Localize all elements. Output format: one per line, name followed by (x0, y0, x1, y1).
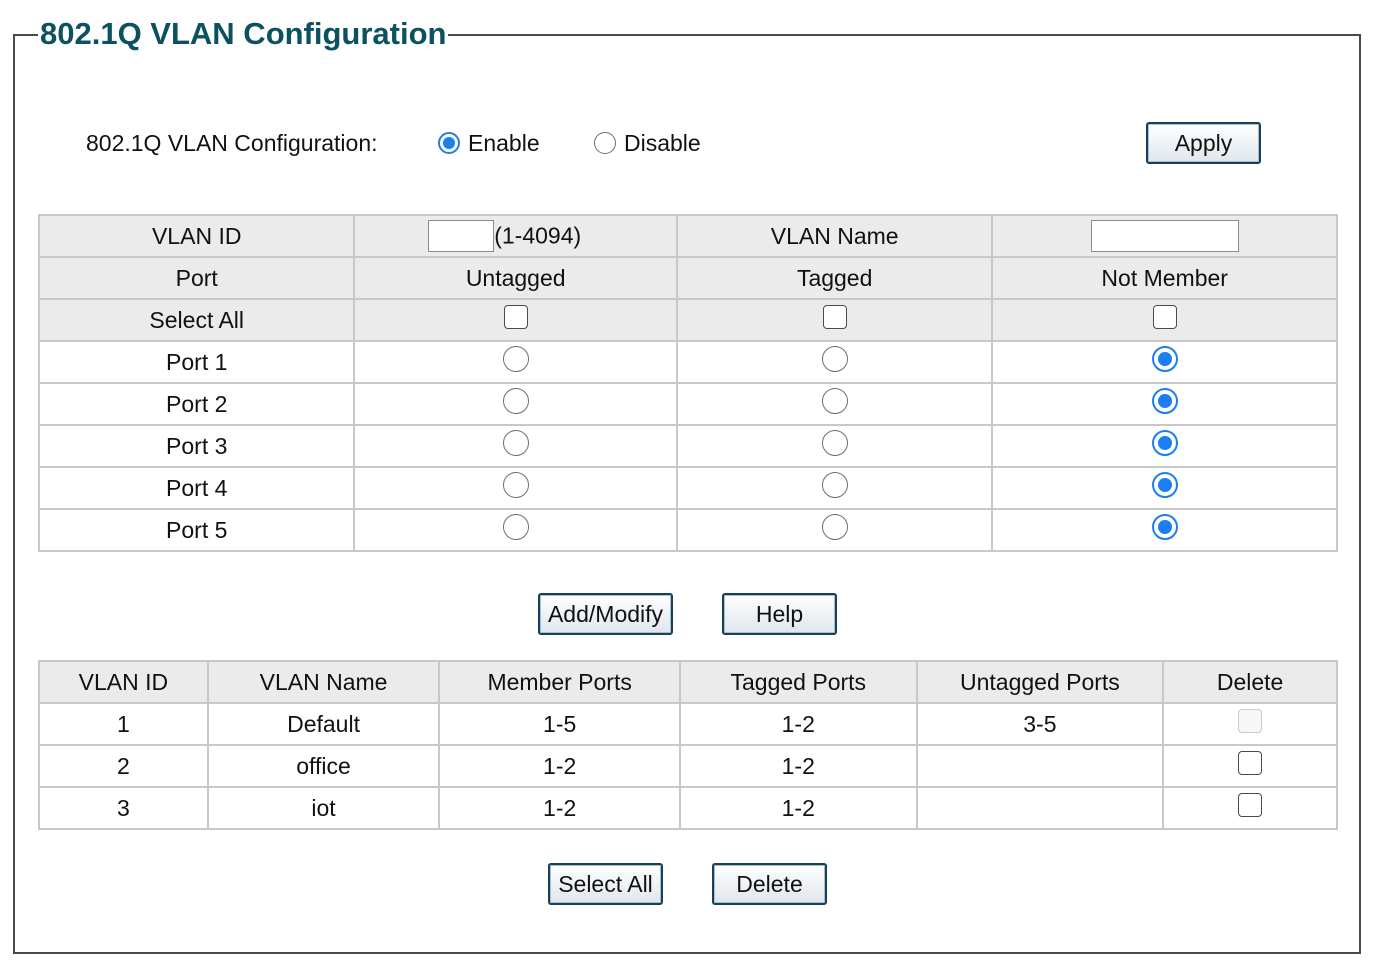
port-1-not-member-radio[interactable] (1151, 346, 1178, 372)
column-header: Member Ports (438, 660, 681, 704)
vlan-name-input[interactable] (1090, 220, 1239, 252)
port-4-tagged-radio[interactable] (821, 472, 848, 498)
delete-button[interactable]: Delete (712, 863, 827, 905)
port-row: Port 5 (37, 508, 1338, 552)
port-5-tagged-radio[interactable] (821, 514, 848, 540)
port-2-tagged-radio[interactable] (821, 388, 848, 414)
disable-radio[interactable] (594, 132, 616, 154)
vlan-name-cell: office (206, 744, 441, 788)
port-3-tagged-radio[interactable] (821, 430, 848, 456)
select-all-tagged-checkbox[interactable] (822, 305, 847, 329)
header-untagged: Untagged (353, 256, 678, 300)
port-label: Port 1 (37, 340, 356, 384)
vlan-id-label: VLAN ID (37, 214, 356, 258)
select-all-label: Select All (37, 298, 356, 342)
column-header: Tagged Ports (678, 660, 918, 704)
enable-label: Enable (468, 130, 540, 156)
port-row: Port 3 (37, 424, 1338, 468)
column-header: VLAN ID (38, 660, 209, 704)
port-label: Port 3 (37, 424, 356, 468)
disable-option[interactable]: Disable (594, 128, 701, 158)
port-2-untagged-radio[interactable] (502, 388, 529, 414)
add-modify-button[interactable]: Add/Modify (538, 593, 673, 635)
port-label: Port 2 (37, 382, 356, 426)
help-button[interactable]: Help (722, 593, 837, 635)
column-header: Untagged Ports (915, 660, 1165, 704)
table-row: 2 office 1-2 1-2 (38, 744, 1338, 788)
header-not-member: Not Member (991, 256, 1338, 300)
disable-label: Disable (624, 130, 701, 156)
port-row: Port 4 (37, 466, 1338, 510)
port-row: Port 2 (37, 382, 1338, 426)
member-ports-cell: 1-2 (438, 744, 681, 788)
column-header: Delete (1162, 660, 1338, 704)
member-ports-cell: 1-5 (438, 702, 681, 746)
header-port: Port (37, 256, 356, 300)
vlan-list-header-row: VLAN ID VLAN Name Member Ports Tagged Po… (38, 660, 1338, 704)
vlan-id-input[interactable] (428, 220, 495, 252)
port-5-not-member-radio[interactable] (1151, 514, 1178, 540)
apply-button[interactable]: Apply (1146, 122, 1261, 164)
vlan-name-cell: iot (206, 786, 441, 830)
vlan-id-cell: 2 (38, 744, 209, 788)
port-1-untagged-radio[interactable] (502, 346, 529, 372)
vlan-name-cell: Default (206, 702, 441, 746)
delete-checkbox[interactable] (1238, 793, 1263, 817)
select-all-row: Select All (37, 298, 1338, 342)
vlan-id-cell: 3 (38, 786, 209, 830)
port-label: Port 4 (37, 466, 356, 510)
vlan-id-cell: 1 (38, 702, 209, 746)
port-5-untagged-radio[interactable] (502, 514, 529, 540)
port-3-untagged-radio[interactable] (502, 430, 529, 456)
column-header: VLAN Name (206, 660, 441, 704)
delete-checkbox[interactable] (1238, 751, 1263, 775)
port-3-not-member-radio[interactable] (1151, 430, 1178, 456)
enable-option[interactable]: Enable (438, 128, 540, 158)
untagged-ports-cell (915, 744, 1165, 788)
select-all-not-member-checkbox[interactable] (1152, 305, 1177, 329)
untagged-ports-cell (915, 786, 1165, 830)
select-all-untagged-checkbox[interactable] (503, 305, 528, 329)
port-2-not-member-radio[interactable] (1151, 388, 1178, 414)
tagged-ports-cell: 1-2 (678, 744, 918, 788)
vlan-name-label: VLAN Name (675, 214, 994, 258)
port-label: Port 5 (37, 508, 356, 552)
vlan-id-row: VLAN ID (1-4094) VLAN Name (37, 214, 1338, 258)
enable-radio[interactable] (438, 132, 460, 154)
select-all-button[interactable]: Select All (548, 863, 663, 905)
table-row: 3 iot 1-2 1-2 (38, 786, 1338, 830)
port-4-not-member-radio[interactable] (1151, 472, 1178, 498)
table-row: 1 Default 1-5 1-2 3-5 (38, 702, 1338, 746)
vlan-form-table: VLAN ID (1-4094) VLAN Name Port Untagged… (37, 214, 1338, 552)
vlan-list-table: VLAN ID VLAN Name Member Ports Tagged Po… (38, 660, 1338, 830)
untagged-ports-cell: 3-5 (915, 702, 1165, 746)
vlan-name-cell (991, 214, 1338, 258)
page-title: 802.1Q VLAN Configuration (38, 15, 449, 53)
member-ports-cell: 1-2 (438, 786, 681, 830)
tagged-ports-cell: 1-2 (678, 786, 918, 830)
membership-header-row: Port Untagged Tagged Not Member (37, 256, 1338, 300)
tagged-ports-cell: 1-2 (678, 702, 918, 746)
delete-checkbox (1238, 709, 1263, 733)
header-tagged: Tagged (675, 256, 994, 300)
vlan-id-range: (1-4094) (494, 222, 582, 249)
vlan-id-cell: (1-4094) (353, 214, 678, 258)
config-fieldset (13, 34, 1361, 954)
port-1-tagged-radio[interactable] (821, 346, 848, 372)
port-4-untagged-radio[interactable] (502, 472, 529, 498)
port-row: Port 1 (37, 340, 1338, 384)
vlan-config-label: 802.1Q VLAN Configuration: (86, 130, 378, 156)
